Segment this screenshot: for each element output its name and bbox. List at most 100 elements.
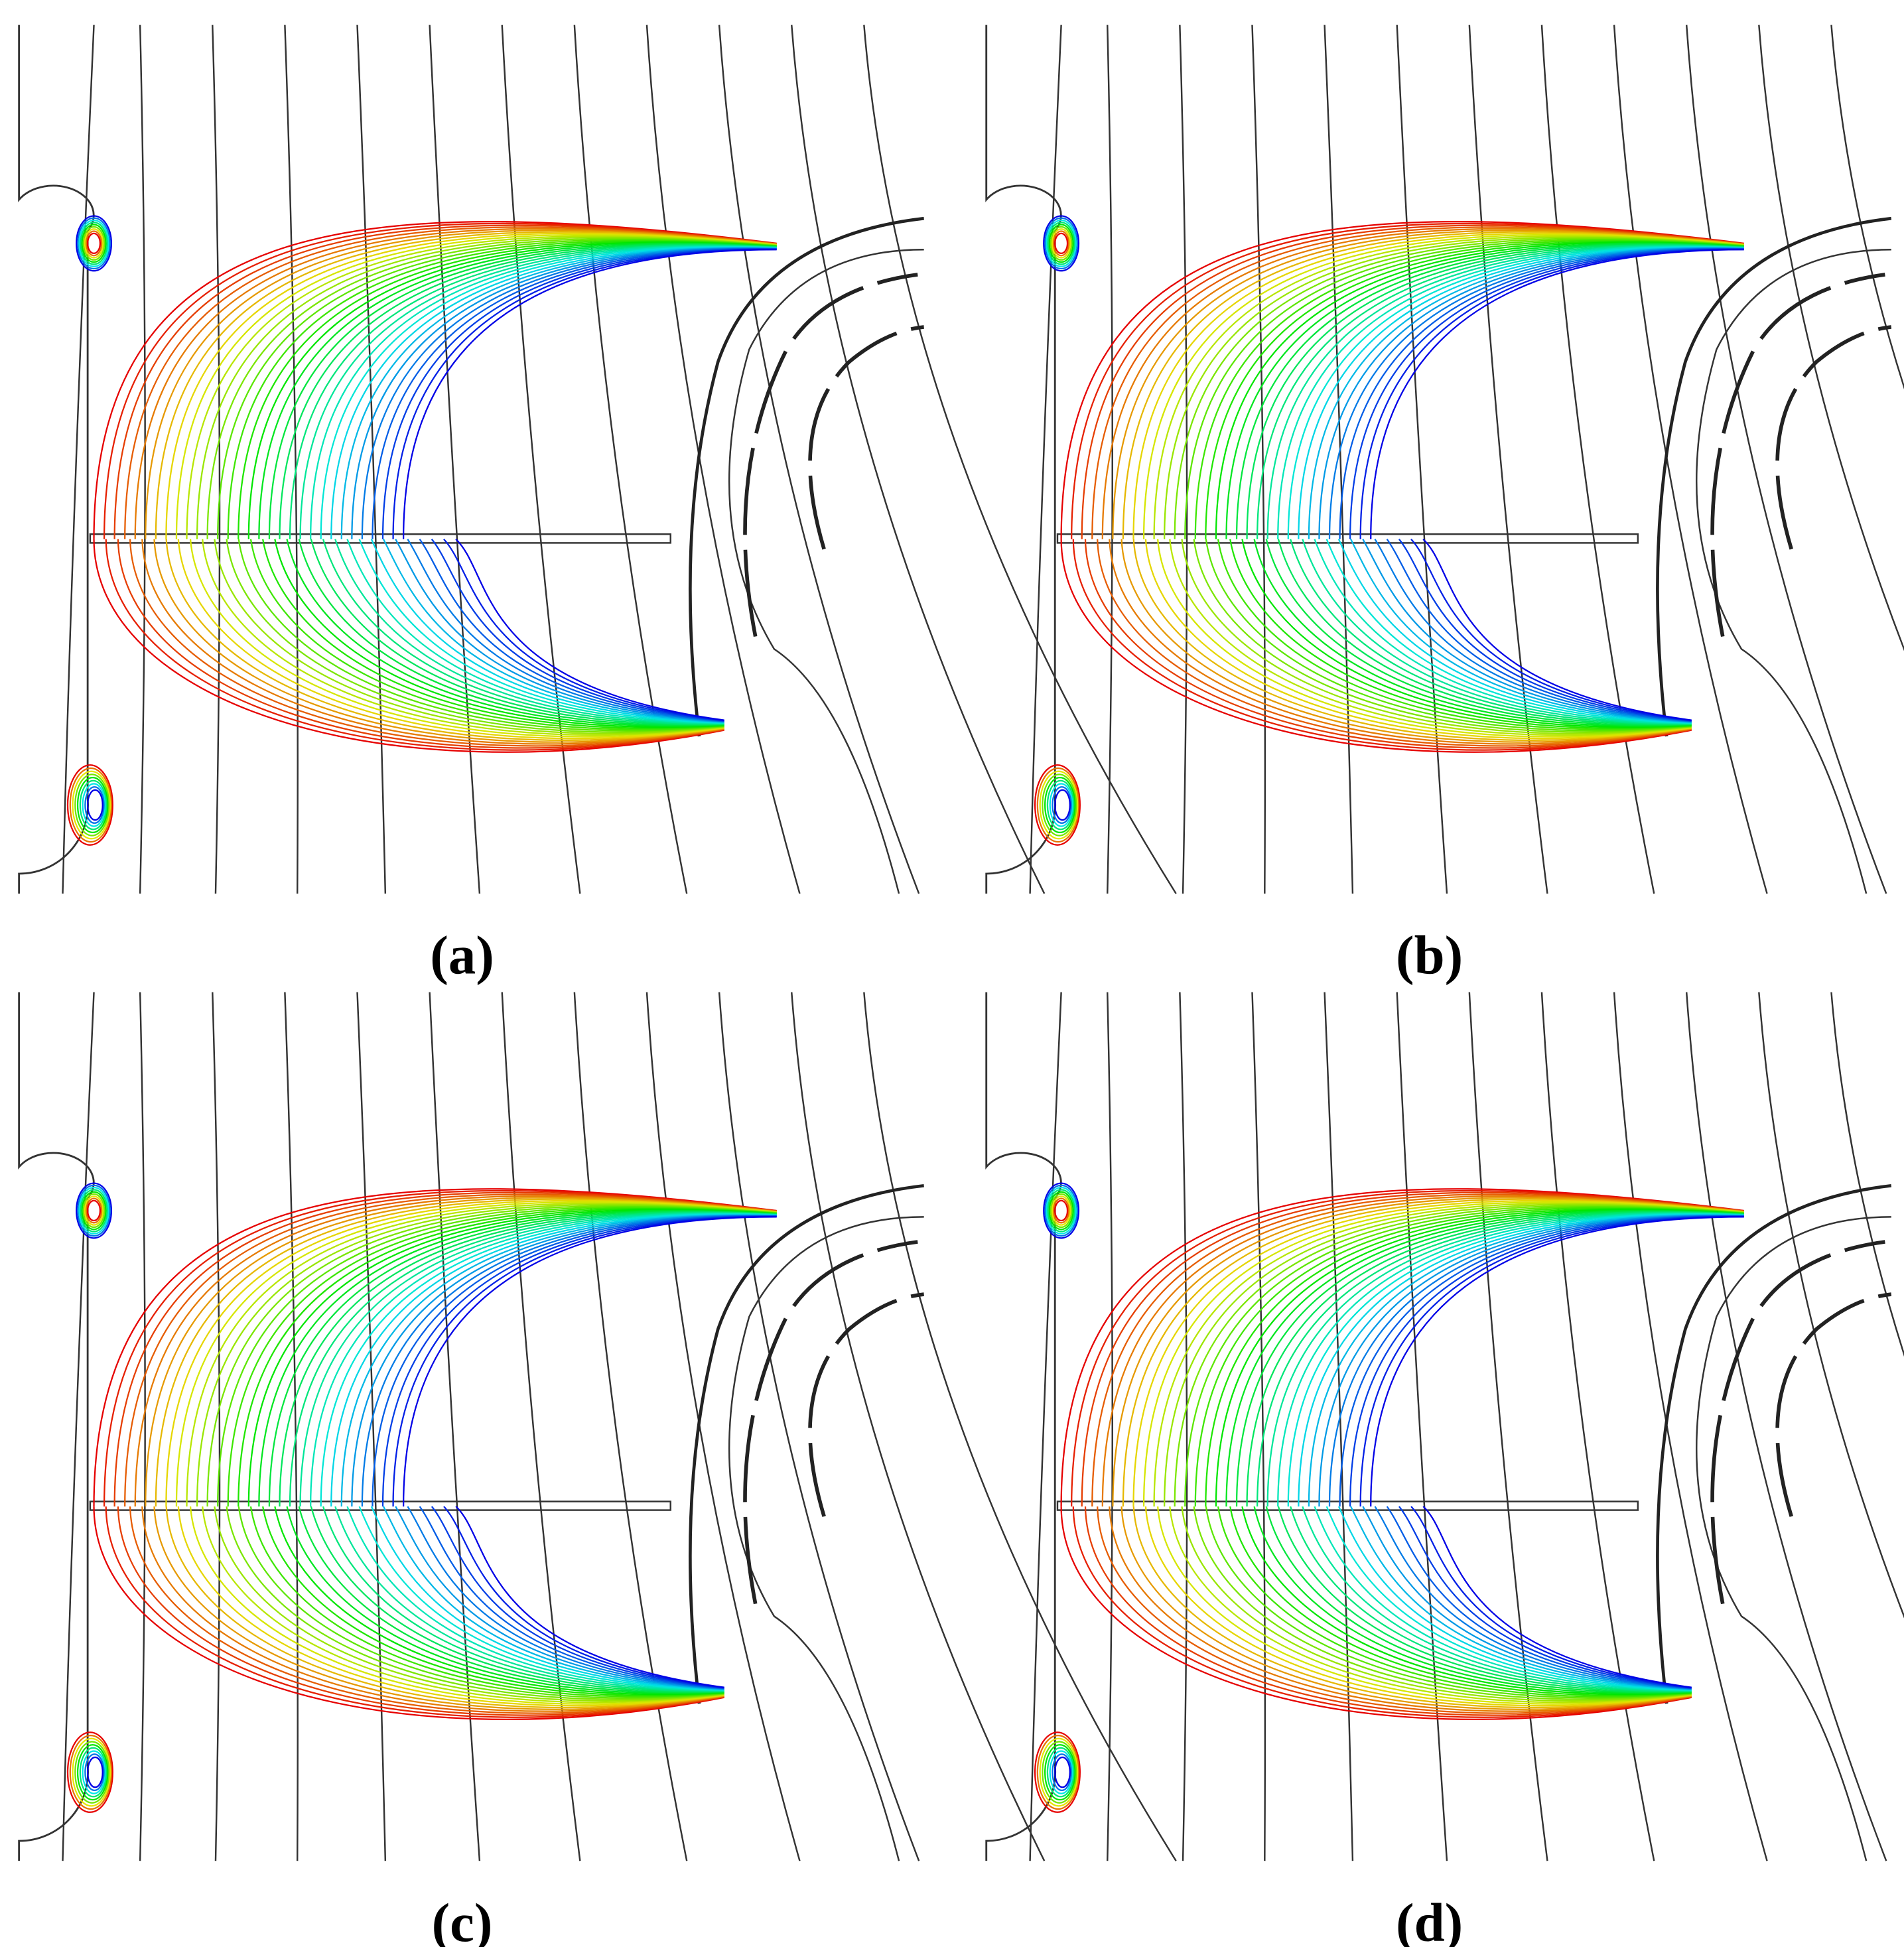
contour-line	[217, 238, 777, 539]
contour-line	[1060, 221, 1744, 539]
contour-loop	[76, 776, 109, 834]
contour-loop	[1042, 1741, 1077, 1804]
field-line	[573, 992, 688, 1861]
plate	[1056, 1501, 1639, 1511]
field-line	[501, 25, 581, 894]
contour-line	[258, 1209, 777, 1507]
contour-line	[1318, 247, 1744, 539]
contour-line	[372, 1215, 777, 1507]
contour-line	[1121, 539, 1692, 743]
contour-line	[93, 1188, 777, 1507]
contour-line	[1265, 539, 1692, 726]
contour-loop	[1046, 779, 1075, 831]
plate	[89, 533, 671, 544]
contour-loop	[79, 779, 107, 831]
outer-boundary	[728, 1216, 924, 1861]
contour-line	[1194, 1207, 1744, 1507]
contour-line	[1350, 539, 1692, 723]
contour-loop	[66, 1731, 113, 1813]
contour-line	[419, 539, 724, 722]
contour-line	[165, 1199, 777, 1507]
contour-line	[1386, 539, 1692, 722]
contour-loop	[1048, 1191, 1074, 1231]
contour-line	[1156, 539, 1692, 738]
contour-line	[117, 539, 724, 749]
contour-line	[1229, 539, 1692, 729]
field-line	[1685, 992, 1887, 1861]
contour-line	[1174, 237, 1744, 539]
contour-line	[124, 226, 777, 539]
contour-line	[334, 539, 724, 724]
contour-loop	[1052, 1753, 1072, 1792]
contour-line	[1081, 1191, 1744, 1507]
contour-line	[361, 1215, 777, 1507]
contour-line	[129, 1506, 724, 1714]
contour-line	[141, 1506, 724, 1712]
contour-loop	[86, 1756, 103, 1788]
contour-line	[340, 1214, 777, 1507]
contour-loop	[1048, 224, 1074, 263]
contour-line	[1072, 1506, 1692, 1718]
contour-loop	[69, 1734, 112, 1810]
contour-line	[258, 242, 777, 539]
contour-line	[1359, 1215, 1744, 1507]
contour-loop	[74, 1741, 110, 1804]
inner-electrode	[808, 1292, 924, 1517]
contour-line	[330, 1214, 777, 1507]
contour-loop	[76, 1182, 112, 1239]
contour-line	[279, 1211, 777, 1507]
field-line	[791, 25, 1046, 894]
plate	[1056, 533, 1639, 544]
inner-electrode	[1775, 325, 1892, 550]
contour-line	[402, 249, 777, 539]
field-line	[1107, 25, 1113, 894]
field-line	[718, 25, 920, 894]
contour-line	[392, 248, 777, 539]
contour-line	[1265, 1506, 1692, 1694]
contour-loop	[84, 1753, 105, 1792]
contour-line	[372, 248, 777, 539]
contour-line	[1277, 1213, 1744, 1507]
field-line	[1179, 992, 1188, 1861]
contour-line	[1253, 1506, 1692, 1694]
contour-line	[1287, 246, 1744, 539]
contour-line	[1235, 1210, 1744, 1507]
contour-loop	[1054, 1756, 1071, 1788]
contour-line	[165, 232, 777, 539]
contour-line	[1225, 242, 1744, 539]
contour-line	[196, 236, 777, 539]
contour-loop	[1051, 1195, 1071, 1226]
field-line	[139, 25, 146, 894]
field-line	[212, 992, 221, 1861]
contour-line	[227, 239, 777, 539]
contour-line	[1142, 1201, 1744, 1507]
contour-line	[1072, 539, 1692, 751]
contour-line	[1350, 1506, 1692, 1690]
contour-loop	[82, 226, 105, 261]
contour-line	[407, 1506, 724, 1690]
field-line	[1029, 992, 1062, 1861]
contour-line	[93, 1506, 724, 1720]
field-line	[1685, 25, 1887, 894]
contour-line	[214, 539, 724, 734]
contour-line	[1091, 226, 1744, 539]
field-line	[791, 992, 1046, 1861]
contour-line	[1410, 1506, 1692, 1689]
contour-loop	[1043, 215, 1080, 272]
contour-line	[1184, 238, 1744, 539]
field-line	[284, 992, 299, 1861]
contour-line	[1101, 1195, 1744, 1507]
contour-line	[1257, 244, 1744, 539]
contour-line	[1398, 539, 1692, 722]
contour-line	[1101, 228, 1744, 539]
contour-line	[1370, 1216, 1744, 1507]
field-line	[1396, 25, 1448, 894]
contour-line	[1349, 1215, 1744, 1507]
contour-line	[1246, 1211, 1744, 1507]
contour-line	[455, 538, 724, 721]
contour-line	[1121, 1506, 1692, 1710]
contour-line	[1386, 1506, 1692, 1690]
contour-line	[431, 539, 724, 722]
contour-line	[238, 240, 777, 539]
